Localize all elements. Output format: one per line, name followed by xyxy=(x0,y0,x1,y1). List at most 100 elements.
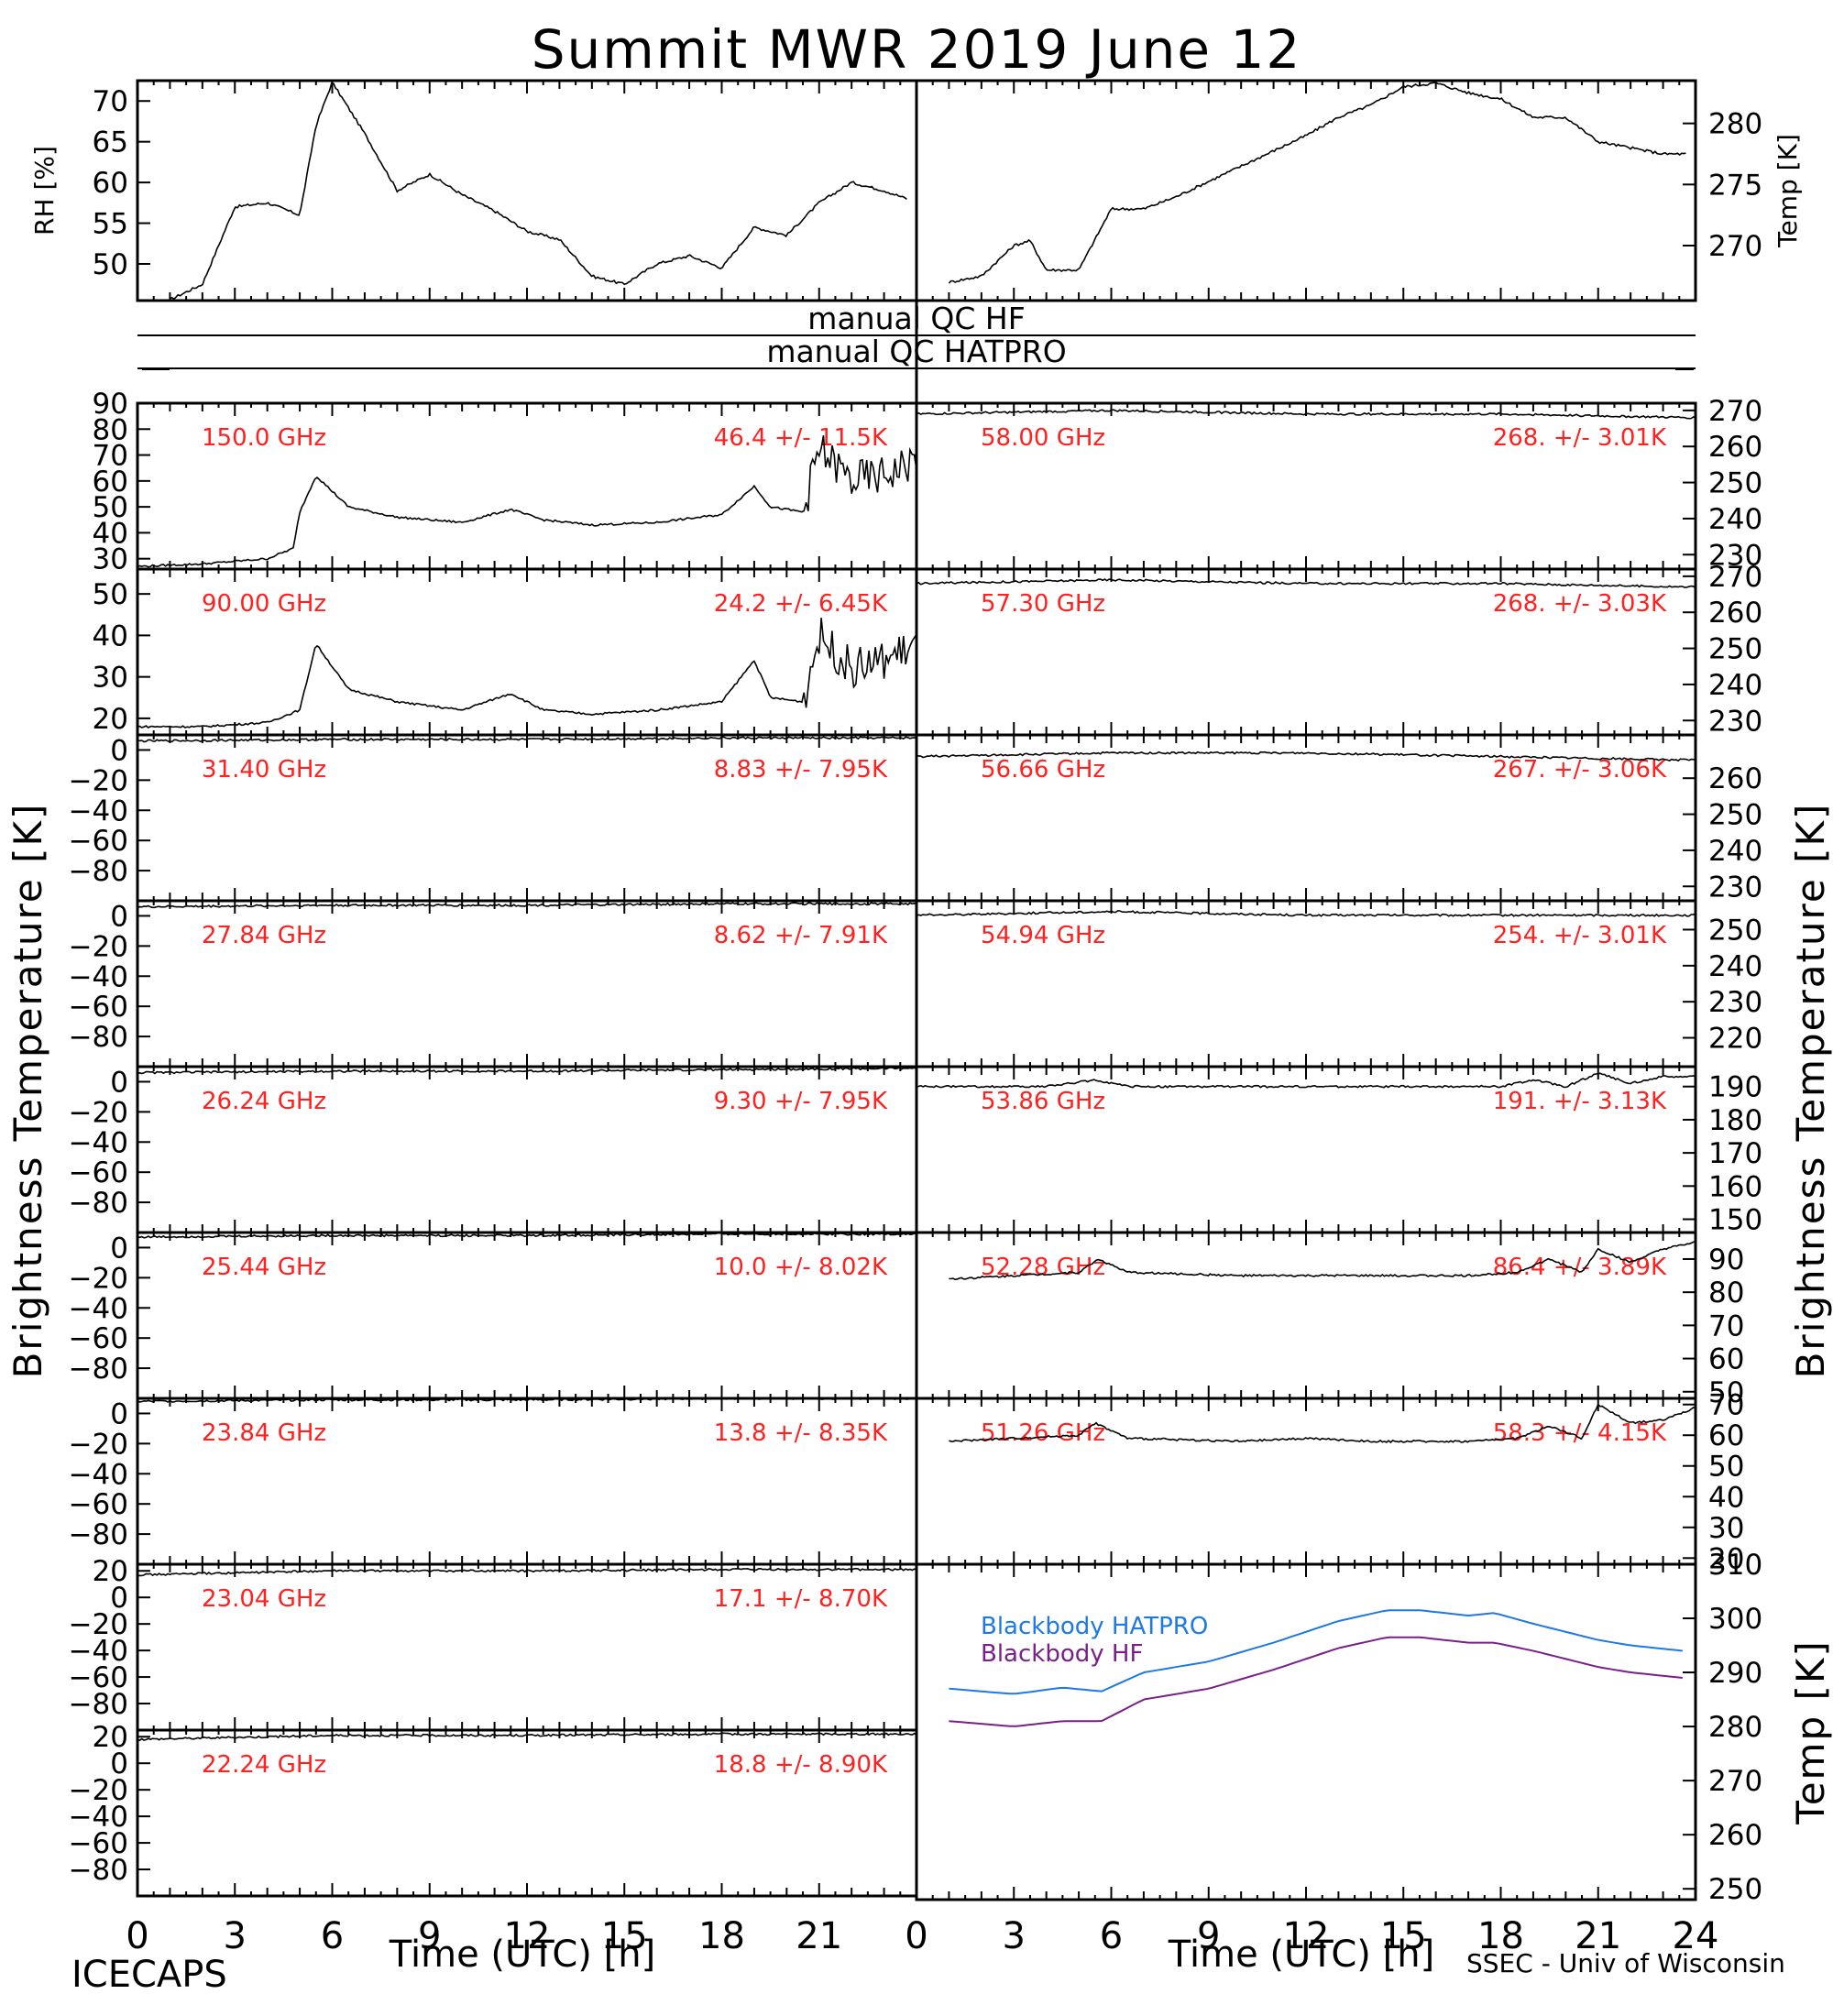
x-axis-title-right: Time (UTC) [h] xyxy=(1168,1934,1434,1976)
y-tick-label: −40 xyxy=(69,1292,128,1325)
x-tick-label-right: 6 xyxy=(1100,1915,1123,1957)
y-tick-label: 30 xyxy=(1708,1512,1744,1545)
series-line-blackbody-0 xyxy=(949,1609,1683,1695)
y-tick-label: 0 xyxy=(110,1232,128,1265)
y-tick-label: 60 xyxy=(1708,1343,1744,1376)
y-tick-label: −20 xyxy=(69,1428,128,1461)
y-tick-label: 220 xyxy=(1708,1023,1762,1056)
series-line-k2384 xyxy=(137,1397,917,1403)
y-tick-label: −40 xyxy=(69,1635,128,1668)
panel-blackbody: 250 260 270 280 290 300 310 Temp [K] Blackbody H… xyxy=(915,1549,1833,1906)
panel-hf90: 20 30 40 50 90.00 GHz 24.2 +/- 6.45K xyxy=(93,567,918,737)
y-tick-label: 40 xyxy=(1708,1481,1744,1514)
series-line-rh xyxy=(170,82,907,301)
y-tick-label: 50 xyxy=(93,578,128,611)
channel-stat-k2624: 9.30 +/- 7.95K xyxy=(714,1088,888,1115)
channel-stat-k5494: 254. +/- 3.01K xyxy=(1493,922,1667,949)
channel-stat-k573: 268. +/- 3.03K xyxy=(1493,590,1667,618)
y-tick-label: 60 xyxy=(1708,1419,1744,1452)
channel-label-hf90: 90.00 GHz xyxy=(202,590,326,618)
y-tick-label: 50 xyxy=(1708,1376,1744,1409)
y-tick-label: −40 xyxy=(69,794,128,827)
y-tick-label: −60 xyxy=(69,1322,128,1355)
y-tick-label: 0 xyxy=(110,900,128,933)
y-tick-label: 270 xyxy=(1708,561,1762,594)
panel-rh: 50 55 60 65 70 RH [%] xyxy=(29,79,918,302)
y-axis-label-temp: Temp [K] xyxy=(1773,134,1803,248)
footer-left: ICECAPS xyxy=(71,1954,227,1996)
channel-stat-k5228: 86.4 +/- 3.89K xyxy=(1493,1254,1667,1281)
y-tick-label: 240 xyxy=(1708,835,1762,868)
y-tick-label: −40 xyxy=(69,1801,128,1834)
y-tick-label: 240 xyxy=(1708,503,1762,536)
channel-label-k2784: 27.84 GHz xyxy=(202,922,326,949)
channel-label-k2304: 23.04 GHz xyxy=(202,1585,326,1613)
y-tick-label: 260 xyxy=(1708,762,1762,795)
y-tick-label: 70 xyxy=(1708,1309,1744,1342)
panel-k2384: −80−60−40−200 23.84 GHz 13.8 +/- 8.35K xyxy=(69,1397,918,1566)
series-line-hf90 xyxy=(137,618,917,729)
y-tick-label: 160 xyxy=(1708,1170,1762,1203)
footer-right: SSEC - Univ of Wisconsin xyxy=(1466,1948,1785,1978)
series-line-k5666 xyxy=(916,751,1696,762)
channel-stat-k58: 268. +/- 3.01K xyxy=(1493,424,1667,452)
y-tick-label: 280 xyxy=(1708,1711,1762,1744)
y-tick-label: 60 xyxy=(93,167,128,200)
y-tick-label: 280 xyxy=(1708,108,1762,141)
y-tick-label: 0 xyxy=(110,1397,128,1430)
channel-stat-k2304: 17.1 +/- 8.70K xyxy=(714,1585,888,1613)
x-axis-title-left: Time (UTC) [h] xyxy=(389,1934,655,1976)
x-tick-label-left: 3 xyxy=(224,1915,247,1957)
y-tick-label: 70 xyxy=(93,85,128,118)
panel-k314: −80−60−40−200 31.40 GHz 8.83 +/- 7.95K xyxy=(69,733,918,903)
x-tick-label-right: 18 xyxy=(1477,1915,1524,1957)
x-tick-label-left: 15 xyxy=(601,1915,648,1957)
y-tick-label: 50 xyxy=(93,248,128,281)
y-tick-label: 30 xyxy=(93,662,128,695)
panel-k2544: −80−60−40−200 25.44 GHz 10.0 +/- 8.02K xyxy=(69,1231,918,1400)
y-tick-label: −60 xyxy=(69,1156,128,1189)
channel-stat-k5386: 191. +/- 3.13K xyxy=(1493,1088,1667,1115)
qc-label-hf: manual QC HF xyxy=(807,301,1025,336)
y-tick-label: −80 xyxy=(69,1353,128,1386)
y-tick-label: 20 xyxy=(1708,1542,1744,1575)
y-tick-label: 90 xyxy=(1708,1244,1744,1276)
y-tick-label: −80 xyxy=(69,1518,128,1551)
y-tick-label: 310 xyxy=(1708,1549,1762,1582)
series-line-k5126 xyxy=(949,1403,1696,1444)
series-line-blackbody-1 xyxy=(949,1636,1683,1727)
y-tick-label: 50 xyxy=(1708,1451,1744,1484)
y-tick-label: 0 xyxy=(110,1748,128,1780)
y-tick-label: −20 xyxy=(69,1262,128,1295)
panel-temp: 270 275 280 Temp [K] xyxy=(915,79,1803,302)
y-tick-label: −20 xyxy=(69,930,128,963)
series-line-k2784 xyxy=(137,902,917,909)
y-tick-label: −40 xyxy=(69,960,128,993)
y-tick-label: −20 xyxy=(69,1096,128,1129)
x-tick-label-right: 9 xyxy=(1197,1915,1220,1957)
y-tick-label: −80 xyxy=(69,1187,128,1220)
y-tick-label: 240 xyxy=(1708,950,1762,983)
channel-label-k2624: 26.24 GHz xyxy=(202,1088,326,1115)
y-tick-label: −80 xyxy=(69,855,128,888)
channel-label-hf150: 150.0 GHz xyxy=(202,424,326,452)
y-tick-label: 290 xyxy=(1708,1657,1762,1690)
y-tick-label: 40 xyxy=(93,517,128,550)
y-tick-label: 40 xyxy=(93,619,128,652)
series-line-k5494 xyxy=(916,910,1696,917)
y-tick-label: −60 xyxy=(69,1488,128,1521)
y-tick-label: 30 xyxy=(93,543,128,576)
channel-stat-k5666: 267. +/- 3.06K xyxy=(1493,756,1667,783)
x-tick-label-right: 0 xyxy=(905,1915,927,1957)
y-tick-label: 55 xyxy=(93,208,128,241)
channel-stat-hf90: 24.2 +/- 6.45K xyxy=(714,590,888,618)
y-tick-label: −80 xyxy=(69,1854,128,1887)
panel-k2624: −80−60−40−200 26.24 GHz 9.30 +/- 7.95K xyxy=(69,1065,918,1234)
y-tick-label: 90 xyxy=(93,388,128,421)
